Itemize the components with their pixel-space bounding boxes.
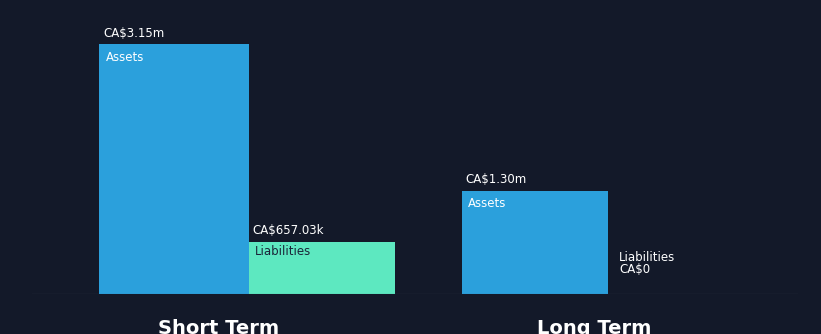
Text: CA$657.03k: CA$657.03k bbox=[253, 224, 324, 237]
Text: Assets: Assets bbox=[468, 197, 507, 210]
Text: CA$0: CA$0 bbox=[619, 264, 650, 277]
Text: Liabilities: Liabilities bbox=[619, 251, 676, 264]
Text: Short Term: Short Term bbox=[158, 319, 279, 334]
Text: CA$3.15m: CA$3.15m bbox=[103, 27, 164, 40]
Text: Liabilities: Liabilities bbox=[255, 245, 311, 258]
Bar bbox=[99, 44, 249, 294]
Text: Assets: Assets bbox=[105, 51, 144, 64]
Text: CA$1.30m: CA$1.30m bbox=[466, 173, 527, 186]
Bar bbox=[461, 191, 608, 294]
Bar bbox=[249, 242, 395, 294]
Text: Long Term: Long Term bbox=[537, 319, 651, 334]
